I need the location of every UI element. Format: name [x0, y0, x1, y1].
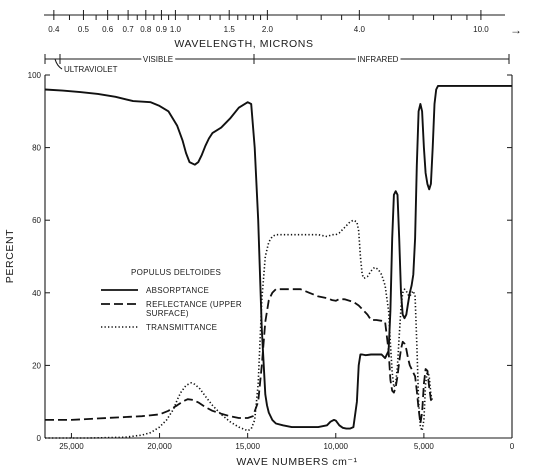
legend-label-reflectance: REFLECTANCE (UPPER [146, 300, 242, 309]
legend: POPULUS DELTOIDES ABSORPTANCE REFLECTANC… [101, 268, 242, 332]
x-tick-label: 20,000 [147, 442, 172, 451]
plot-frame [44, 75, 513, 439]
x-axis-ticks: 25,000 20,000 15,000 10,000 5,000 0 [59, 433, 515, 451]
wavelength-tick-label: 0.4 [48, 25, 60, 34]
region-label-infrared: INFRARED [358, 55, 399, 64]
legend-label-reflectance-line2: SURFACE) [146, 309, 189, 318]
x-tick-label: 10,000 [324, 442, 349, 451]
spectral-regions: VISIBLE INFRARED ULTRAVIOLET [44, 53, 510, 74]
wavelength-tick-label: 1.0 [170, 25, 182, 34]
wavelength-axis: → 0.4 0.5 0.6 0.7 0.8 0.9 1.0 1.5 2.0 4.0 10.0 WAV… [44, 10, 522, 50]
x-tick-label: 5,000 [414, 442, 435, 451]
legend-label-transmittance: TRANSMITTANCE [146, 323, 217, 332]
series-reflectance-line [45, 288, 434, 425]
x-tick-label: 25,000 [59, 442, 84, 451]
wavelength-tick-label: 1.5 [224, 25, 236, 34]
y-tick-label: 100 [28, 71, 42, 80]
legend-title: POPULUS DELTOIDES [131, 268, 221, 277]
wavelength-axis-arrow: → [510, 23, 522, 37]
region-label-ultraviolet: ULTRAVIOLET [64, 65, 118, 74]
wavelength-tick-label: 0.7 [123, 25, 135, 34]
y-tick-label: 60 [32, 216, 41, 225]
wavelength-tick-label: 0.9 [156, 25, 168, 34]
wavelength-tick-label: 0.8 [140, 25, 152, 34]
x-tick-label: 15,000 [235, 442, 260, 451]
x-axis-label: WAVE NUMBERS cm⁻¹ [236, 456, 357, 468]
wavelength-tick-label: 0.6 [102, 25, 114, 34]
y-axis-label: PERCENT [4, 229, 16, 283]
series-absorptance-line [44, 84, 512, 430]
wavelength-tick-label: 4.0 [354, 25, 366, 34]
wavelength-ticks: 0.4 0.5 0.6 0.7 0.8 0.9 1.0 1.5 2.0 4.0 10.0 [48, 10, 489, 34]
y-tick-label: 20 [32, 361, 41, 370]
y-axis-ticks: 0 20 40 60 80 100 [28, 71, 512, 443]
y-tick-label: 80 [32, 144, 41, 153]
wavelength-tick-label: 0.5 [78, 25, 90, 34]
region-label-visible: VISIBLE [143, 55, 173, 64]
ultraviolet-leader [54, 58, 63, 70]
y-tick-label: 0 [37, 434, 42, 443]
wavelength-tick-label: 10.0 [473, 25, 489, 34]
legend-label-absorptance: ABSORPTANCE [146, 286, 209, 295]
series-layer [44, 84, 512, 439]
wavelength-tick-label: 2.0 [262, 25, 274, 34]
wavelength-axis-label: WAVELENGTH, MICRONS [174, 38, 313, 50]
x-tick-label: 0 [510, 442, 515, 451]
series-transmittance-line [45, 219, 434, 439]
y-tick-label: 40 [32, 289, 41, 298]
